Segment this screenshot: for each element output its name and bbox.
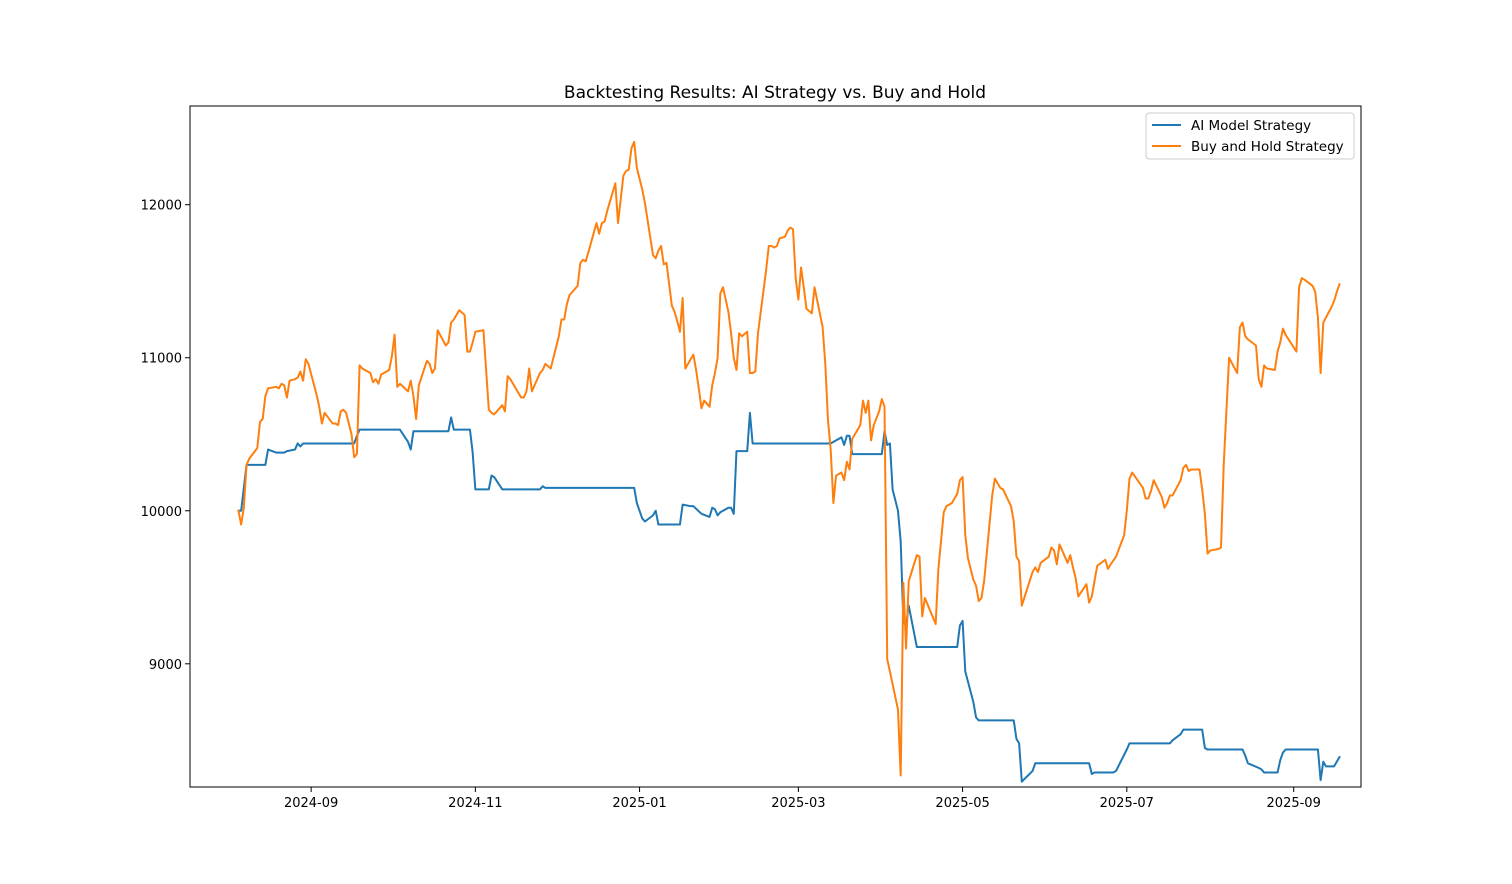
x-axis: 2024-09 2024-11 2025-01 2025-03 2025-05 2025-… — [284, 787, 1321, 811]
x-tick-label: 2025-09 — [1267, 796, 1321, 811]
y-tick-label: 9000 — [149, 658, 182, 673]
legend-frame — [1145, 112, 1355, 160]
y-axis: 9000 10000 11000 12000 — [141, 199, 190, 673]
y-tick-label: 12000 — [141, 199, 182, 214]
legend-label-ai-model-strategy: AI Model Strategy — [1191, 118, 1311, 134]
x-tick-label: 2025-05 — [935, 796, 989, 811]
x-tick-label: 2024-11 — [448, 796, 502, 811]
series-line-buy-and-hold-strategy — [237, 140, 1341, 777]
series-line-ai-model-strategy — [237, 411, 1341, 783]
y-tick-label: 11000 — [141, 352, 182, 367]
x-tick-label: 2025-01 — [612, 796, 666, 811]
plot-frame — [189, 105, 1362, 788]
legend-label-buy-and-hold-strategy: Buy and Hold Strategy — [1191, 139, 1344, 155]
plot-area — [189, 105, 1362, 788]
x-tick-label: 2025-07 — [1100, 796, 1154, 811]
x-tick-label: 2024-09 — [284, 796, 338, 811]
chart-title: Backtesting Results: AI Strategy vs. Buy… — [564, 83, 986, 103]
legend: AI Model Strategy Buy and Hold Strategy — [1145, 112, 1355, 160]
y-tick-label: 10000 — [141, 505, 182, 520]
x-tick-label: 2025-03 — [771, 796, 825, 811]
series-layer — [237, 140, 1341, 783]
